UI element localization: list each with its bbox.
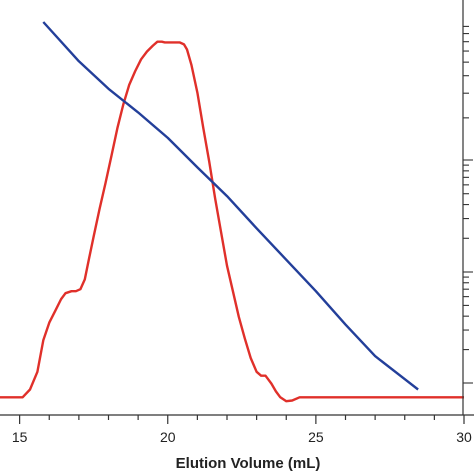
x-tick-label: 20 [160, 429, 176, 445]
axes: 15 20 25 30 [0, 0, 474, 445]
plot-area [0, 21, 464, 403]
x-tick-label: 15 [12, 429, 28, 445]
series-line-1 [0, 40, 464, 403]
x-tick-label: 25 [308, 429, 324, 445]
series-line-2 [42, 21, 419, 391]
x-tick-label: 30 [456, 429, 472, 445]
x-axis-title: Elution Volume (mL) [176, 455, 321, 472]
